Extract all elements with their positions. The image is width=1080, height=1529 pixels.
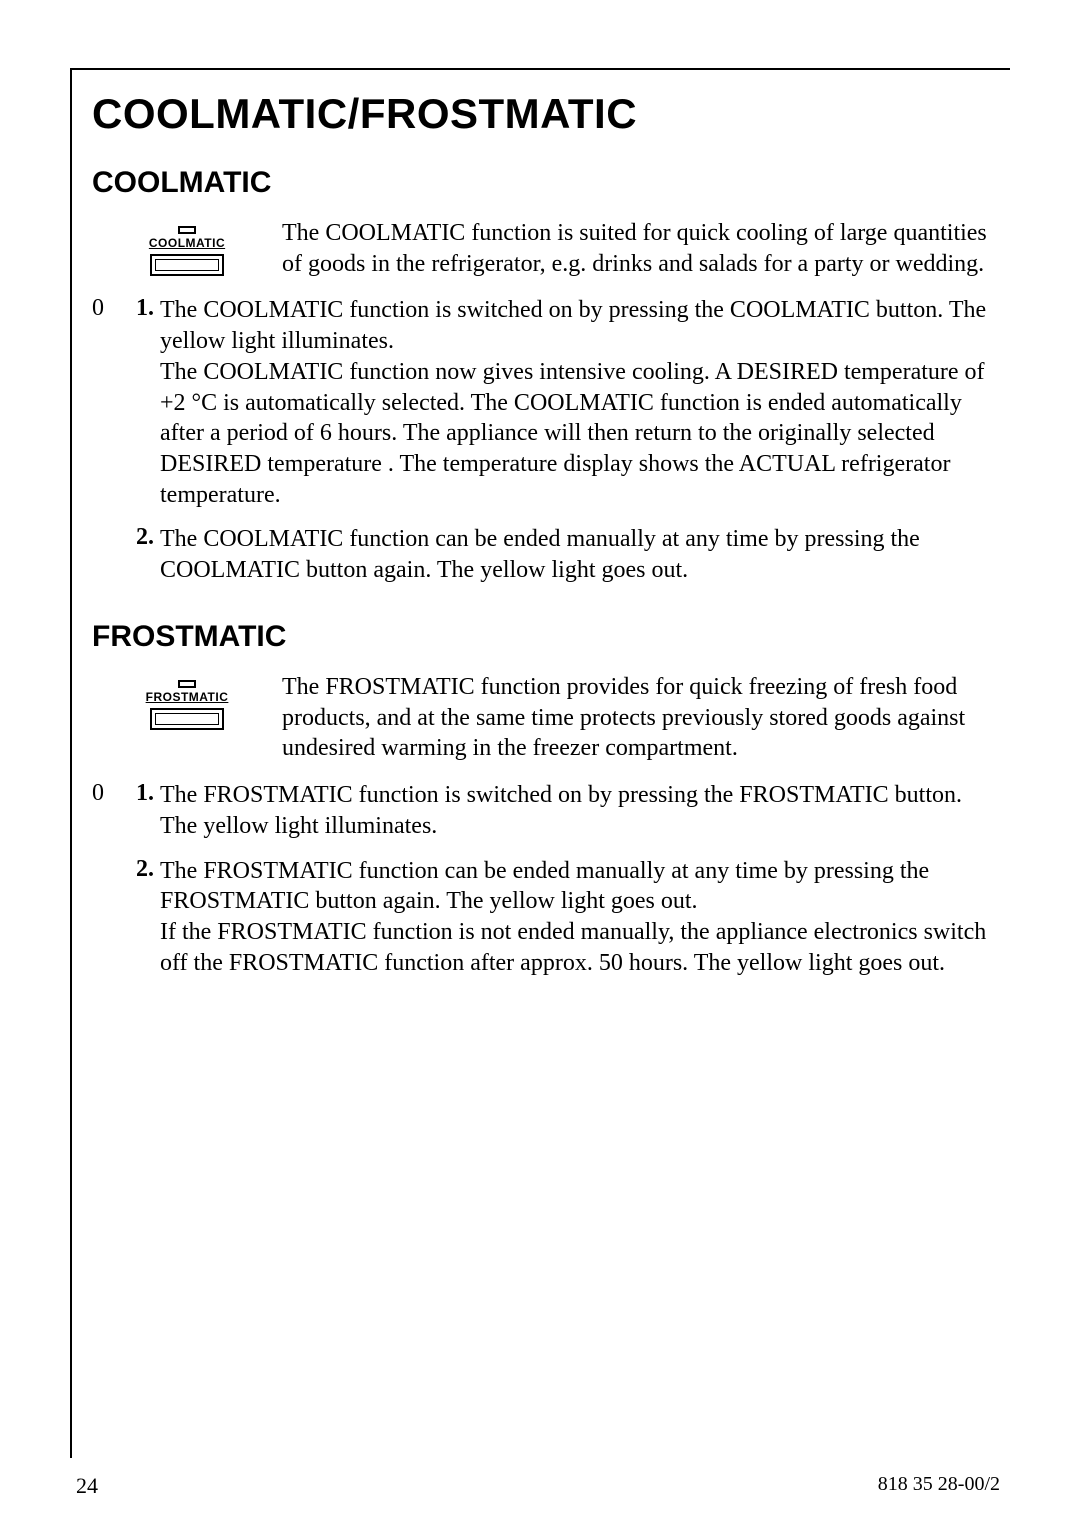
coolmatic-icon-label: COOLMATIC xyxy=(149,236,225,250)
led-icon xyxy=(178,680,196,688)
coolmatic-item-1: 0 1. The COOLMATIC function is switched … xyxy=(92,295,992,510)
frostmatic-icon-col: FROSTMATIC xyxy=(92,672,282,730)
frostmatic-heading: FROSTMATIC xyxy=(92,620,992,654)
page-number: 24 xyxy=(76,1473,98,1499)
page-title: COOLMATIC/FROSTMATIC xyxy=(92,90,992,138)
frostmatic-intro-row: FROSTMATIC The FROSTMATIC function provi… xyxy=(92,672,992,764)
led-icon xyxy=(178,226,196,234)
frostmatic-item-1: 0 1. The FROSTMATIC function is switched… xyxy=(92,780,992,841)
coolmatic-heading: COOLMATIC xyxy=(92,166,992,200)
page-frame: COOLMATIC/FROSTMATIC COOLMATIC COOLMATIC… xyxy=(70,68,1010,1458)
frostmatic-button-icon: FROSTMATIC xyxy=(146,680,229,730)
item-number: 2. xyxy=(136,524,160,551)
coolmatic-intro-text: The COOLMATIC function is suited for qui… xyxy=(282,218,992,279)
button-rect-icon xyxy=(150,254,224,276)
coolmatic-item-2: 2. The COOLMATIC function can be ended m… xyxy=(92,524,992,585)
coolmatic-button-icon: COOLMATIC xyxy=(149,226,225,276)
frostmatic-item-2: 2. The FROSTMATIC function can be ended … xyxy=(92,856,992,979)
item-number: 2. xyxy=(136,856,160,883)
coolmatic-section: COOLMATIC COOLMATIC The COOLMATIC functi… xyxy=(92,166,992,586)
item-text: The COOLMATIC function can be ended manu… xyxy=(160,524,992,585)
item-text: The FROSTMATIC function can be ended man… xyxy=(160,856,992,979)
item-number: 1. xyxy=(136,295,160,322)
frostmatic-icon-label: FROSTMATIC xyxy=(146,690,229,704)
coolmatic-intro-row: COOLMATIC The COOLMATIC function is suit… xyxy=(92,218,992,279)
item-text: The COOLMATIC function is switched on by… xyxy=(160,295,992,510)
margin-symbol: 0 xyxy=(92,295,136,322)
item-text: The FROSTMATIC function is switched on b… xyxy=(160,780,992,841)
frostmatic-section: FROSTMATIC FROSTMATIC The FROSTMATIC fun… xyxy=(92,620,992,978)
item-number: 1. xyxy=(136,780,160,807)
page-footer: 24 818 35 28-00/2 xyxy=(76,1473,1000,1499)
margin-symbol: 0 xyxy=(92,780,136,807)
page-content: COOLMATIC/FROSTMATIC COOLMATIC COOLMATIC… xyxy=(92,90,1010,978)
coolmatic-icon-col: COOLMATIC xyxy=(92,218,282,276)
doc-code: 818 35 28-00/2 xyxy=(878,1473,1000,1499)
frostmatic-intro-text: The FROSTMATIC function provides for qui… xyxy=(282,672,992,764)
button-rect-icon xyxy=(150,708,224,730)
